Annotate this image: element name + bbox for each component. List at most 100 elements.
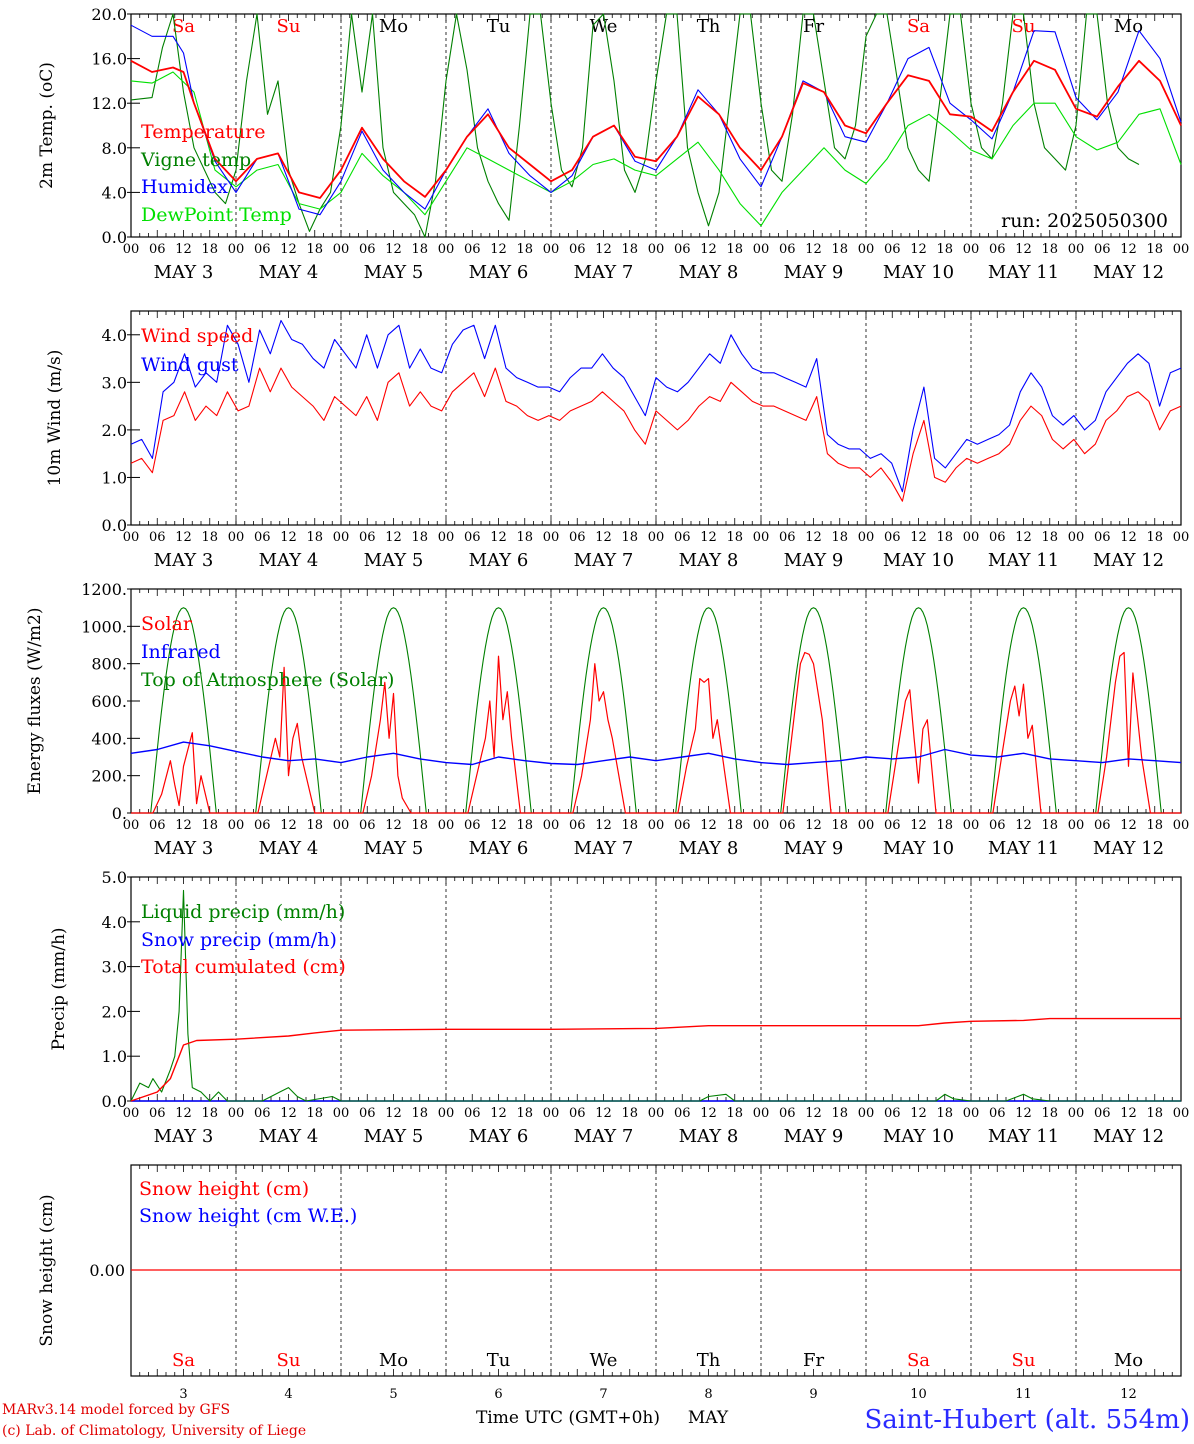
date-label: MAY 3 xyxy=(154,550,214,571)
y-tick-label: 0. xyxy=(112,804,127,823)
hour-tick-label: 06 xyxy=(149,530,166,545)
solar-line xyxy=(131,651,1181,814)
y-tick-label: 0.00 xyxy=(89,1261,125,1280)
hour-tick-label: 18 xyxy=(621,818,638,833)
hour-tick-label: 06 xyxy=(359,1106,376,1121)
panel-2: 00 06 12 18 MAY 3 00 06 12 18 MAY 4 00 06 12 18 MAY 5 0… xyxy=(45,310,1189,571)
weekday-label: Mo xyxy=(379,16,408,37)
hour-tick-label: 18 xyxy=(936,818,953,833)
y-tick-label: 4.0 xyxy=(102,183,127,202)
hour-tick-label: 12 xyxy=(805,242,822,257)
hour-tick-label: 12 xyxy=(1015,818,1032,833)
hour-tick-label: 18 xyxy=(411,1106,428,1121)
hour-tick-label: 00 xyxy=(753,530,770,545)
hour-tick-label: 18 xyxy=(411,818,428,833)
hour-tick-label: 12 xyxy=(385,530,402,545)
hour-tick-label: 12 xyxy=(1015,1106,1032,1121)
legend-entry: Total cumulated (cm) xyxy=(141,956,346,978)
hour-tick-label: 12 xyxy=(490,530,507,545)
hour-tick-label: 18 xyxy=(201,530,218,545)
date-label: MAY 4 xyxy=(259,550,319,571)
date-label: MAY 4 xyxy=(259,1126,319,1147)
hour-tick-label: 12 xyxy=(280,530,297,545)
hour-tick-label: 12 xyxy=(805,530,822,545)
hour-tick-label: 12 xyxy=(280,1106,297,1121)
weekday-label: Sa xyxy=(172,16,195,37)
day-number: 11 xyxy=(1015,1387,1032,1402)
date-label: MAY 9 xyxy=(784,1126,844,1147)
hour-tick-label: 12 xyxy=(595,242,612,257)
date-label: MAY 9 xyxy=(784,262,844,283)
weekday-label: Mo xyxy=(1114,1350,1143,1371)
hour-tick-label: 00 xyxy=(543,818,560,833)
y-tick-label: 1.0 xyxy=(102,1047,127,1066)
date-label: MAY 3 xyxy=(154,262,214,283)
day-number: 9 xyxy=(809,1387,817,1402)
liquid-precip-line xyxy=(130,889,1181,1102)
hour-tick-label: 06 xyxy=(884,242,901,257)
weekday-label: Sa xyxy=(907,16,930,37)
hour-tick-label: 00 xyxy=(1068,242,1085,257)
date-label: MAY 6 xyxy=(469,1126,529,1147)
hour-tick-label: 18 xyxy=(1146,1106,1163,1121)
legend-entry: Wind gust xyxy=(141,354,239,376)
y-tick-label: 0.0 xyxy=(102,516,127,535)
y-tick-label: 800. xyxy=(91,655,127,674)
hour-tick-label: 06 xyxy=(674,1106,691,1121)
hour-tick-label: 00 xyxy=(333,530,350,545)
day-number: 5 xyxy=(389,1387,397,1402)
hour-tick-label: 12 xyxy=(910,1106,927,1121)
y-tick-label: 20.0 xyxy=(91,5,127,24)
hour-tick-label: 18 xyxy=(201,242,218,257)
legend-entry: Humidex xyxy=(141,176,228,198)
infrared-line xyxy=(130,741,1182,766)
hour-tick-label: 12 xyxy=(490,1106,507,1121)
series-blue xyxy=(130,319,1182,493)
hour-tick-label: 00 xyxy=(438,530,455,545)
weekday-label: Mo xyxy=(379,1350,408,1371)
weekday-label: Sa xyxy=(907,1350,930,1371)
day-number: 7 xyxy=(599,1387,607,1402)
hour-tick-label: 00 xyxy=(963,530,980,545)
hour-tick-label: 12 xyxy=(910,530,927,545)
hour-tick-label: 12 xyxy=(175,818,192,833)
cumulated-precip-line xyxy=(130,1017,1181,1102)
y-tick-label: 5.0 xyxy=(102,868,127,887)
hour-tick-label: 18 xyxy=(621,242,638,257)
hour-tick-label: 12 xyxy=(700,1106,717,1121)
y-axis-title: 10m Wind (m/s) xyxy=(45,350,65,487)
date-label: MAY 3 xyxy=(154,838,214,859)
site-name: Saint-Hubert (alt. 554m) xyxy=(864,1405,1190,1435)
date-label: MAY 5 xyxy=(364,838,424,859)
weekday-label: Th xyxy=(697,1350,721,1371)
run-label: run: 2025050300 xyxy=(1001,210,1168,232)
panel-5: 0.00 Snow height (cm) Snow height (cm) Snow… xyxy=(37,1164,1182,1402)
panel-4: 00 06 12 18 MAY 3 00 06 12 18 MAY 4 00 06 12 18 MAY 5 0… xyxy=(49,868,1189,1147)
hour-tick-label: 06 xyxy=(674,818,691,833)
date-label: MAY 10 xyxy=(883,262,954,283)
day-number: 12 xyxy=(1120,1387,1137,1402)
date-label: MAY 11 xyxy=(988,550,1059,571)
series-red xyxy=(130,59,1182,199)
hour-tick-label: 12 xyxy=(175,242,192,257)
date-label: MAY 9 xyxy=(784,838,844,859)
weekday-label: We xyxy=(590,1350,618,1371)
hour-tick-label: 06 xyxy=(464,242,481,257)
y-axis-title: Energy fluxes (W/m2) xyxy=(25,608,45,795)
y-tick-label: 3.0 xyxy=(102,958,127,977)
hour-tick-label: 18 xyxy=(726,242,743,257)
hour-tick-label: 18 xyxy=(936,530,953,545)
day-number: 8 xyxy=(704,1387,712,1402)
panel-frame xyxy=(130,588,1182,814)
hour-tick-label: 12 xyxy=(700,242,717,257)
hour-tick-label: 12 xyxy=(910,818,927,833)
hour-tick-label: 18 xyxy=(201,1106,218,1121)
hour-tick-label: 06 xyxy=(884,530,901,545)
hour-tick-label: 06 xyxy=(674,530,691,545)
hour-tick-label: 00 xyxy=(648,242,665,257)
hour-tick-label: 12 xyxy=(595,1106,612,1121)
hour-tick-label: 18 xyxy=(306,818,323,833)
hour-tick-label: 00 xyxy=(858,242,875,257)
hour-tick-label: 06 xyxy=(254,818,271,833)
